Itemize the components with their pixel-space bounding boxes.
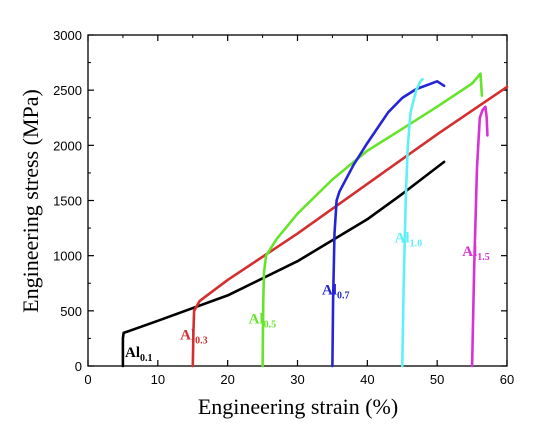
y-axis-ticks: 0 500 1000 1500 2000 2500 3000 — [53, 28, 507, 374]
x-tick-label: 60 — [500, 372, 514, 387]
x-tick-label: 50 — [430, 372, 444, 387]
y-tick-label: 0 — [75, 359, 82, 374]
y-tick-label: 3000 — [53, 28, 82, 43]
y-tick-label: 1000 — [53, 249, 82, 264]
x-tick-label: 0 — [84, 372, 91, 387]
series-line-al-0-1 — [121, 160, 446, 368]
y-tick-label: 500 — [60, 304, 82, 319]
series-label-al-0-7: Al0.7 — [322, 282, 350, 301]
series-labels: Al0.1 Al0.3 Al0.5 Al0.7 Al1.0 Al1.5 — [125, 230, 490, 364]
series-line-al-0-5 — [261, 72, 484, 368]
series-line-al-0-7 — [331, 80, 446, 368]
series-label-al-1-5: Al1.5 — [462, 244, 490, 263]
y-tick-label: 2000 — [53, 138, 82, 153]
series-label-al-0-1: Al0.1 — [125, 345, 152, 364]
x-axis-ticks: 0 10 20 30 40 50 60 — [84, 35, 514, 387]
series-label-al-0-5: Al0.5 — [249, 312, 277, 331]
series-label-al-0-3: Al0.3 — [180, 328, 208, 347]
series-lines — [121, 72, 509, 368]
y-axis-title: Engineering stress (MPa) — [18, 89, 43, 313]
series-label-al-1-0: Al1.0 — [395, 230, 423, 249]
x-axis-title: Engineering strain (%) — [198, 394, 398, 419]
y-tick-label: 1500 — [53, 194, 82, 209]
series-line-al-0-3 — [191, 85, 509, 368]
y-tick-label: 2500 — [53, 83, 82, 98]
series-line-al-1-5 — [470, 105, 489, 368]
x-tick-label: 20 — [220, 372, 234, 387]
x-tick-label: 10 — [151, 372, 165, 387]
x-tick-label: 30 — [290, 372, 304, 387]
x-tick-label: 40 — [360, 372, 374, 387]
series-line-al-1-0 — [400, 77, 424, 368]
